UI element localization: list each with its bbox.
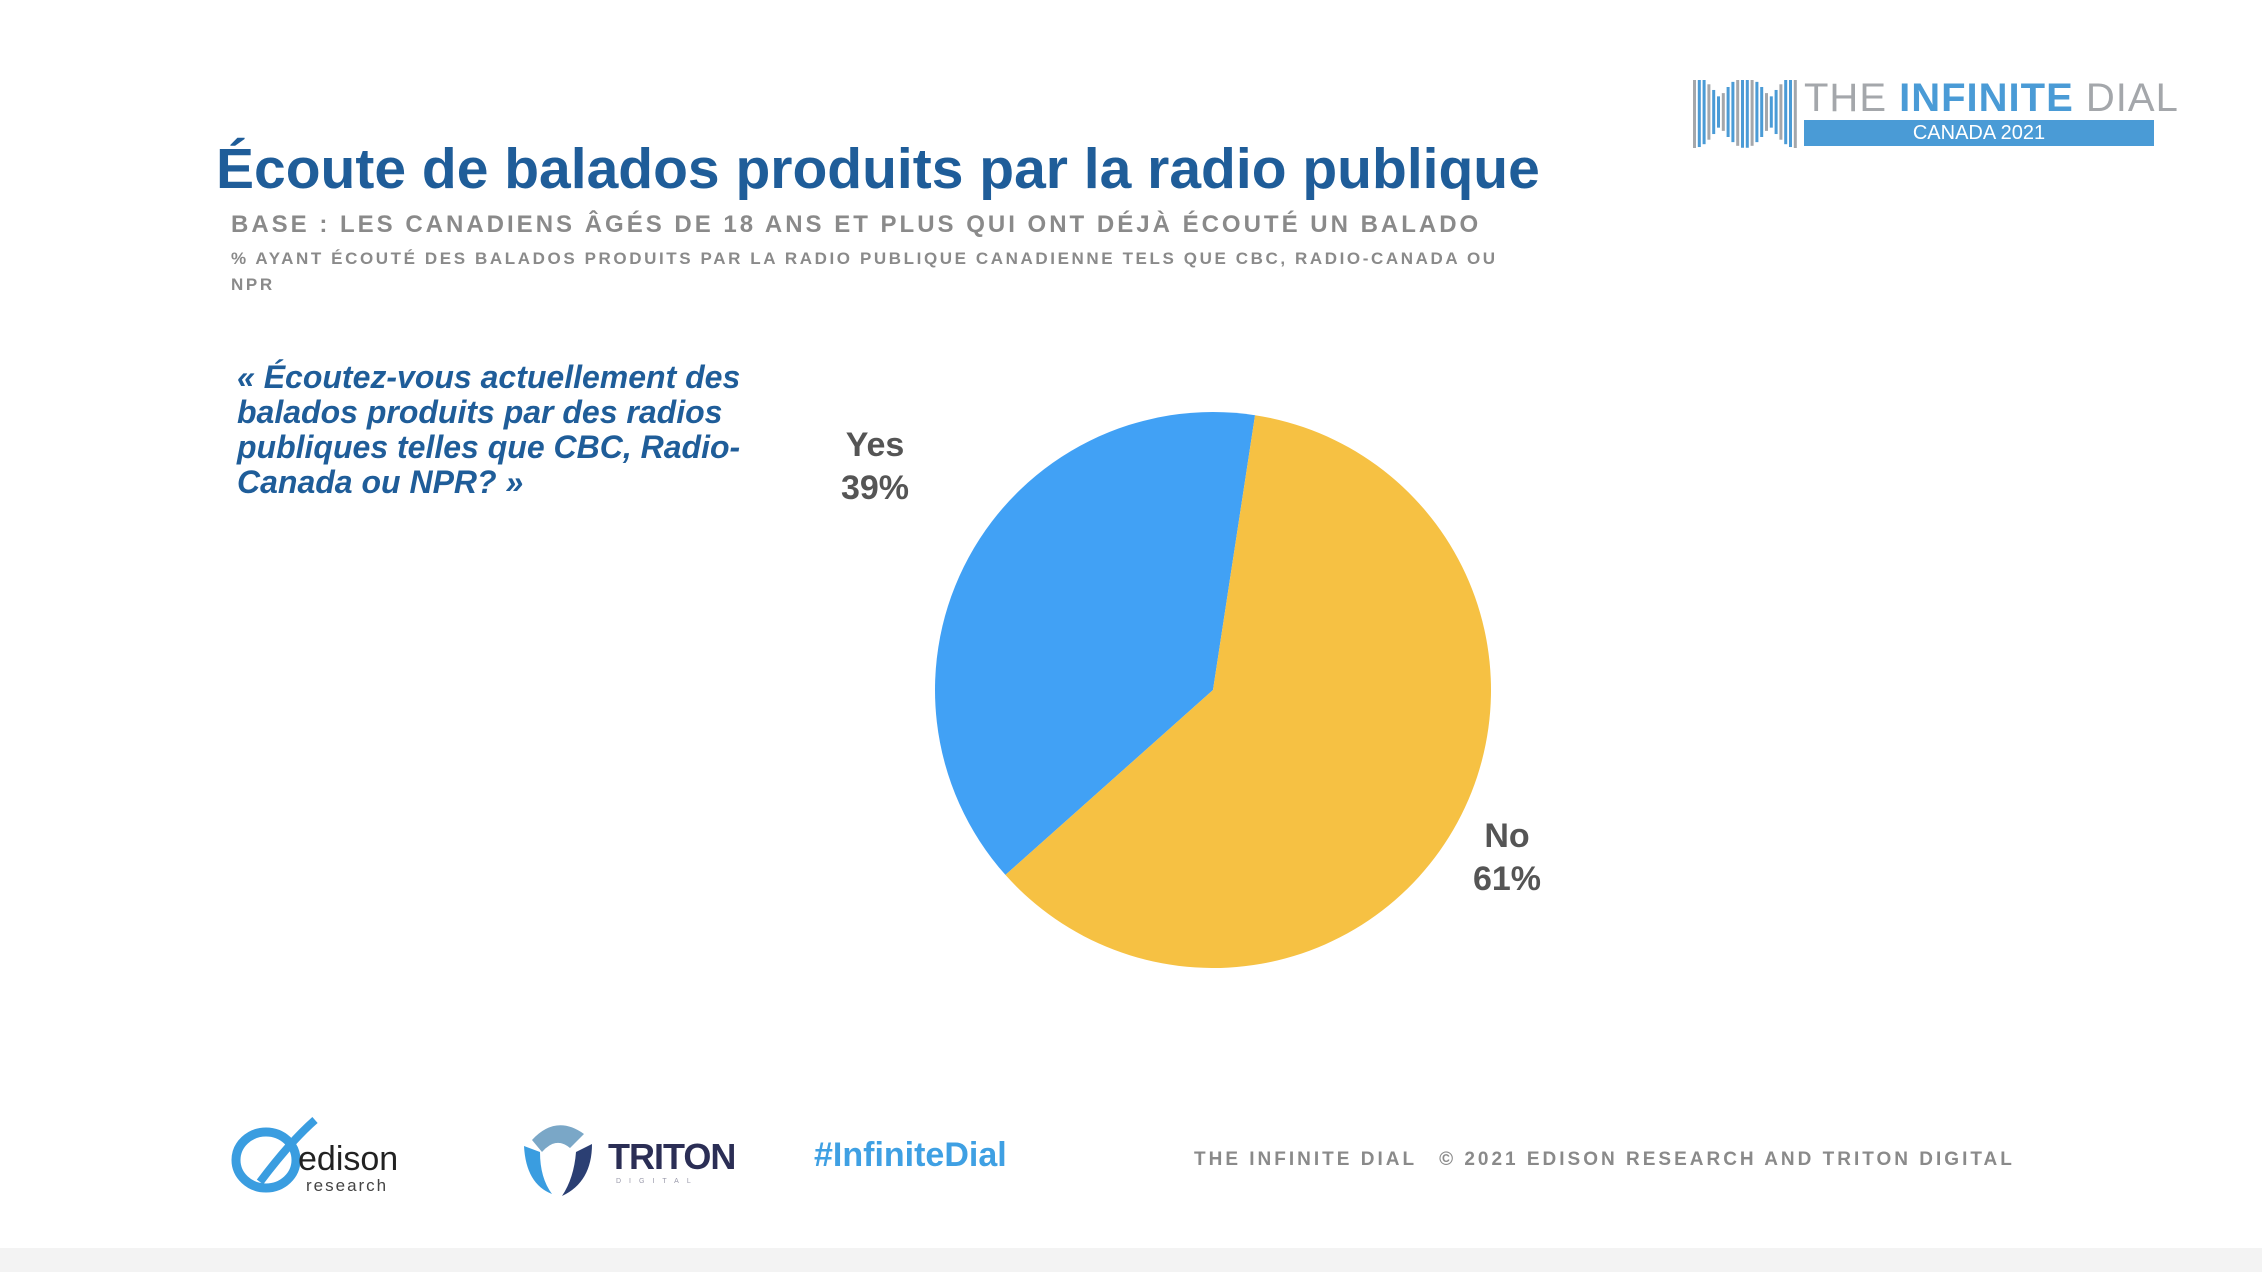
logo-text-the: THE (1804, 76, 1900, 120)
infinity-bar (1702, 80, 1706, 145)
infinity-bar (1769, 96, 1773, 128)
description-subtitle: % AYANT ÉCOUTÉ DES BALADOS PRODUITS PAR … (231, 249, 1498, 294)
logo-edition: CANADA 2021 (1804, 120, 2154, 146)
edison-swirl-icon (231, 1116, 318, 1193)
pie-label-yes: Yes 39% (820, 424, 930, 510)
infinity-bar (1726, 87, 1730, 137)
page-title: Écoute de balados produits par la radio … (216, 137, 1540, 201)
infinity-bar (1793, 80, 1797, 148)
edison-subtext: research (306, 1176, 389, 1195)
no-value: 61% (1472, 860, 1542, 898)
yes-value: 39% (840, 469, 910, 507)
infinity-bar (1731, 81, 1735, 143)
infinity-bar (1707, 84, 1711, 140)
infinity-bar (1736, 80, 1740, 146)
infinity-icon (1693, 80, 1797, 148)
infinity-bar (1697, 80, 1701, 148)
triton-icon (524, 1125, 592, 1196)
footer-copyright-text: © 2021 EDISON RESEARCH AND TRITON DIGITA… (1439, 1149, 2015, 1170)
infinity-bar (1741, 80, 1744, 148)
footer-brand: THE INFINITE DIAL (1194, 1149, 1418, 1170)
infinity-bar (1774, 89, 1778, 135)
bottom-band (0, 1248, 2262, 1272)
triton-wordmark: TRITON (608, 1136, 736, 1177)
infinity-bar (1745, 80, 1749, 148)
hashtag-link[interactable]: #InfiniteDial (814, 1136, 1007, 1174)
pie-chart (935, 411, 1491, 968)
pie-slice-no (1005, 415, 1491, 968)
base-subtitle: BASE : LES CANADIENS ÂGÉS DE 18 ANS ET P… (231, 211, 1482, 238)
logo-text: THE INFINITE DIAL (1804, 76, 2179, 121)
pie-label-no: No 61% (1452, 815, 1562, 901)
logo-text-dial: DIAL (2073, 76, 2179, 120)
infinity-bar (1779, 84, 1783, 140)
infinity-bar (1765, 93, 1768, 131)
infinity-bar (1784, 80, 1788, 145)
infinity-bar (1750, 80, 1754, 146)
logo-text-infinite: INFINITE (1899, 76, 2074, 120)
survey-question: « Écoutez-vous actuellement des balados … (237, 359, 741, 500)
infinity-bar (1693, 80, 1696, 148)
infinite-dial-logo: THE INFINITE DIAL CANADA 2021 (1690, 76, 2178, 148)
no-label: No (1484, 817, 1530, 855)
infinity-bar (1712, 89, 1716, 135)
pie-slice-yes (935, 411, 1256, 875)
infinity-bar (1717, 96, 1720, 128)
yes-label: Yes (845, 426, 905, 464)
triton-subtext: DIGITAL (616, 1178, 699, 1185)
infinity-bar (1760, 87, 1764, 137)
footer-copyright: THE INFINITE DIAL © 2021 EDISON RESEARCH … (1194, 1149, 2015, 1171)
infinity-bar (1721, 93, 1725, 131)
triton-digital-logo: TRITON DIGITAL (518, 1118, 736, 1198)
infinity-bar (1789, 80, 1792, 148)
edison-research-logo: edison research (230, 1112, 430, 1202)
edison-wordmark: edison (298, 1140, 399, 1178)
infinity-bar (1755, 81, 1759, 143)
